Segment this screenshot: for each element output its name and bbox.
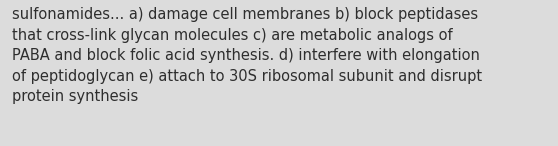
Text: sulfonamides... a) damage cell membranes b) block peptidases
that cross-link gly: sulfonamides... a) damage cell membranes… — [12, 7, 483, 104]
